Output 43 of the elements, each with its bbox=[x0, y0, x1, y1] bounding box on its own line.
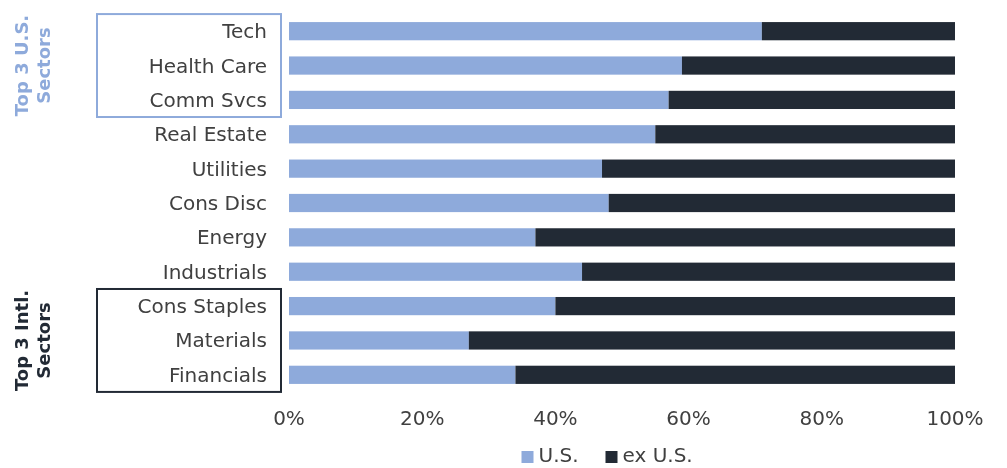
bar bbox=[289, 90, 669, 110]
x-tick-label: 100% bbox=[926, 406, 984, 430]
y-tick-label: Comm Svcs bbox=[149, 87, 267, 112]
bar bbox=[468, 331, 955, 350]
text: Top 3 U.S. Sectors bbox=[11, 14, 54, 117]
bar bbox=[289, 331, 469, 350]
bar bbox=[602, 159, 955, 178]
y-tick-label: Materials bbox=[175, 328, 267, 353]
text: Top 3 Intl. Sectors bbox=[11, 289, 54, 392]
bar bbox=[289, 125, 656, 144]
bar bbox=[681, 56, 955, 75]
bar bbox=[289, 159, 603, 178]
bar bbox=[555, 296, 955, 316]
y-tick-label: Cons Staples bbox=[137, 294, 267, 319]
bar bbox=[289, 56, 682, 75]
y-tick-label: Cons Disc bbox=[168, 191, 267, 215]
bar bbox=[582, 262, 955, 281]
x-tick-label: 0% bbox=[273, 406, 305, 430]
x-tick-label: 60% bbox=[666, 406, 711, 430]
legend-label: ex U.S. bbox=[622, 443, 693, 467]
bar bbox=[289, 193, 609, 213]
bar bbox=[515, 365, 955, 384]
bar bbox=[668, 90, 955, 110]
y-tick-label: Energy bbox=[196, 225, 268, 250]
bar bbox=[289, 365, 516, 384]
y-tick-label: Health Care bbox=[148, 53, 267, 78]
bar bbox=[289, 296, 556, 316]
y-tick-label: Tech bbox=[221, 19, 267, 44]
x-tick-label: 80% bbox=[799, 406, 845, 430]
x-tick-label: 20% bbox=[399, 406, 445, 430]
bar bbox=[289, 22, 762, 41]
y-tick-label: Real Estate bbox=[154, 122, 267, 147]
bar bbox=[608, 193, 955, 213]
bar bbox=[535, 228, 955, 247]
bar bbox=[289, 262, 583, 281]
y-tick-label: Industrials bbox=[162, 259, 267, 284]
legend-label: U.S. bbox=[538, 443, 579, 467]
bar bbox=[289, 228, 536, 247]
y-tick-label: Financials bbox=[169, 362, 267, 387]
y-tick-label: Utilities bbox=[191, 156, 267, 181]
x-tick-label: 40% bbox=[533, 406, 578, 430]
bar bbox=[655, 125, 955, 144]
bar bbox=[761, 22, 955, 41]
